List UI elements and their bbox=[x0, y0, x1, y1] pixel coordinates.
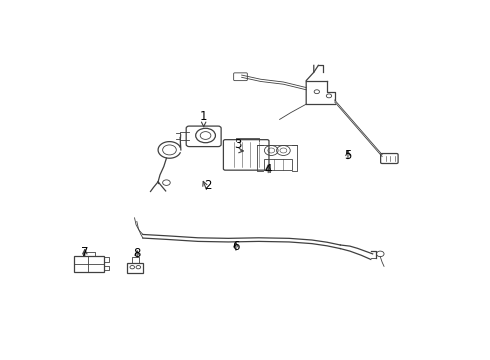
Text: 4: 4 bbox=[265, 163, 272, 176]
Text: 8: 8 bbox=[133, 247, 141, 260]
Text: 6: 6 bbox=[232, 240, 240, 253]
Text: 5: 5 bbox=[344, 149, 352, 162]
Text: 3: 3 bbox=[234, 138, 242, 151]
Text: 1: 1 bbox=[200, 110, 207, 123]
Text: 7: 7 bbox=[81, 246, 89, 259]
Text: 2: 2 bbox=[204, 179, 211, 193]
